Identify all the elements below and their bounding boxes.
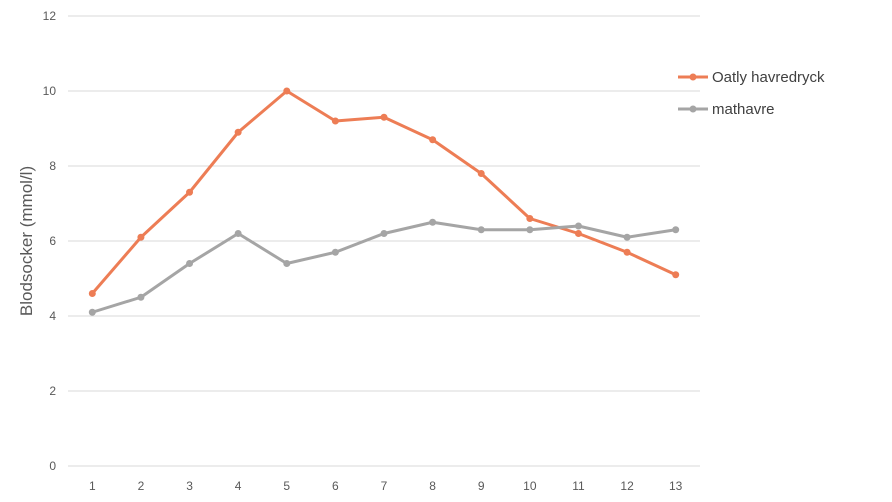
y-tick-label: 2	[49, 384, 56, 398]
series-1	[89, 88, 679, 298]
y-axis-ticks: 0 2 4 6 8 10 12	[43, 9, 57, 473]
data-point	[429, 219, 436, 226]
data-point	[624, 249, 631, 256]
data-point	[575, 223, 582, 230]
y-tick-label: 4	[49, 309, 56, 323]
legend-marker	[690, 106, 697, 113]
data-point	[381, 230, 388, 237]
data-point	[186, 189, 193, 196]
data-point	[624, 234, 631, 241]
data-point	[137, 294, 144, 301]
data-point	[137, 234, 144, 241]
y-tick-label: 10	[43, 84, 57, 98]
data-point	[186, 260, 193, 267]
data-point	[332, 118, 339, 125]
data-point	[283, 260, 290, 267]
x-tick-label: 9	[478, 479, 485, 493]
data-point	[381, 114, 388, 121]
legend-item: Oatly havredryck	[678, 69, 825, 86]
x-tick-label: 12	[620, 479, 634, 493]
x-tick-label: 13	[669, 479, 683, 493]
data-point	[89, 309, 96, 316]
legend-marker	[690, 74, 697, 81]
data-point	[478, 170, 485, 177]
data-point	[478, 226, 485, 233]
y-tick-label: 6	[49, 234, 56, 248]
legend-label: Oatly havredryck	[712, 69, 825, 86]
series-2	[89, 219, 679, 316]
y-tick-label: 12	[43, 9, 57, 23]
x-tick-label: 4	[235, 479, 242, 493]
data-point	[283, 88, 290, 95]
series-line	[92, 91, 675, 294]
data-point	[526, 215, 533, 222]
gridlines	[68, 16, 700, 466]
x-tick-label: 5	[283, 479, 290, 493]
x-tick-label: 10	[523, 479, 537, 493]
x-tick-label: 11	[572, 479, 585, 493]
x-tick-label: 7	[381, 479, 388, 493]
x-axis-ticks: 1 2 3 4 5 6 7 8 9 10 11 12 13	[89, 479, 683, 493]
data-point	[235, 230, 242, 237]
legend-item: mathavre	[678, 101, 775, 118]
series	[89, 88, 679, 316]
data-point	[235, 129, 242, 136]
x-tick-label: 8	[429, 479, 436, 493]
data-point	[672, 226, 679, 233]
data-point	[332, 249, 339, 256]
y-axis-title: Blodsocker (mmol/l)	[17, 166, 36, 316]
x-tick-label: 6	[332, 479, 339, 493]
x-tick-label: 3	[186, 479, 193, 493]
data-point	[89, 290, 96, 297]
data-point	[575, 230, 582, 237]
y-tick-label: 8	[49, 159, 56, 173]
y-tick-label: 0	[49, 459, 56, 473]
legend-label: mathavre	[712, 101, 775, 118]
data-point	[526, 226, 533, 233]
x-tick-label: 2	[138, 479, 145, 493]
data-point	[672, 271, 679, 278]
legend: Oatly havredryck mathavre	[678, 69, 825, 118]
x-tick-label: 1	[89, 479, 96, 493]
data-point	[429, 136, 436, 143]
